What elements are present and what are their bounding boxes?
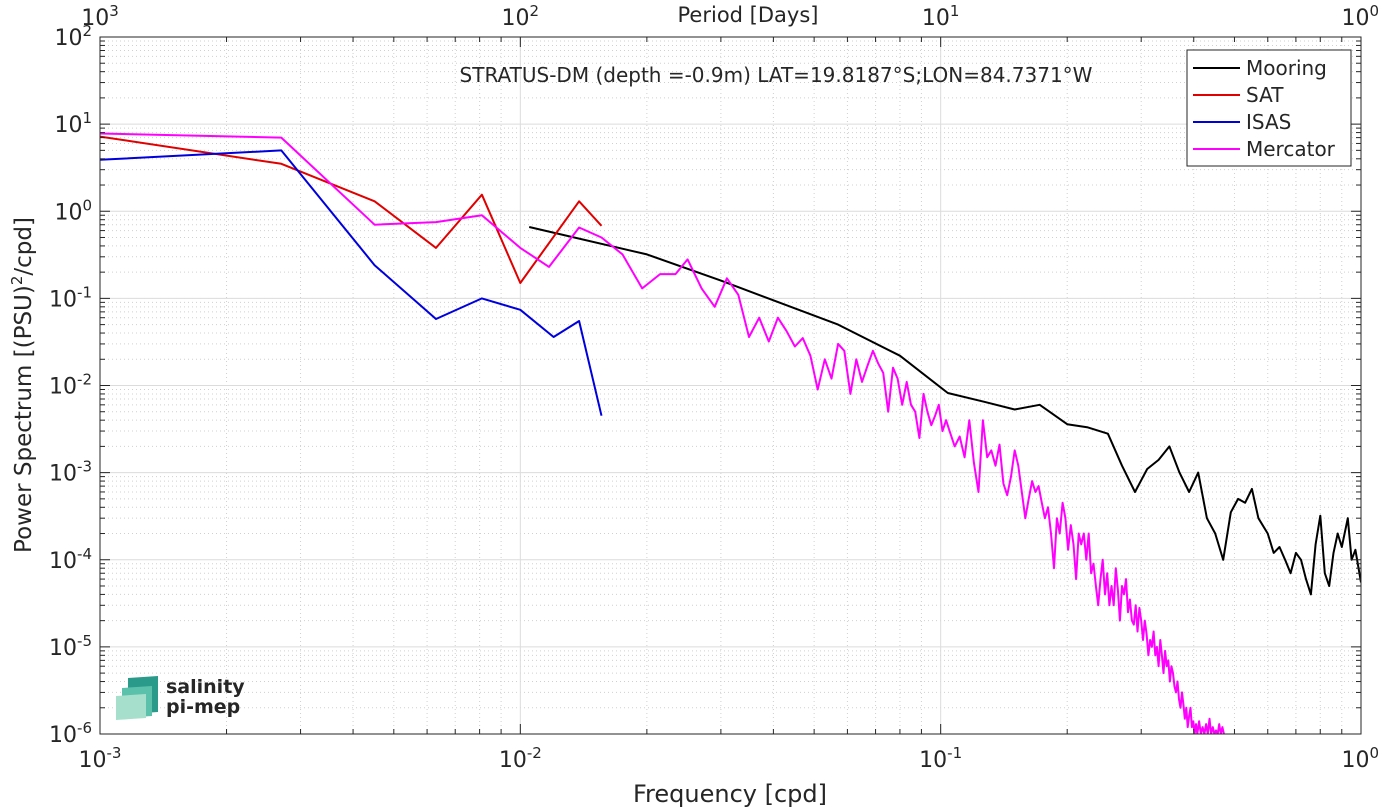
y-tick-label-exponent: -2 bbox=[77, 371, 92, 389]
y-axis-label-main: Power Spectrum [(PSU) bbox=[11, 285, 37, 553]
y-tick-label-exponent: -4 bbox=[77, 545, 92, 563]
x-tick-label-base: 10 bbox=[499, 748, 527, 773]
y-axis-label: Power Spectrum [(PSU)2/cpd] bbox=[8, 217, 37, 553]
top-tick-label-base: 10 bbox=[922, 6, 950, 31]
y-tick-label-base: 10 bbox=[54, 113, 82, 138]
x-axis-label: Frequency [cpd] bbox=[633, 780, 827, 808]
tick-marks bbox=[99, 36, 1362, 735]
y-tick-label-base: 10 bbox=[54, 200, 82, 225]
series-layer bbox=[100, 132, 1361, 734]
y-tick-label-exponent: -3 bbox=[77, 458, 92, 476]
y-tick-label: 101 bbox=[54, 109, 92, 138]
y-tick-label-base: 10 bbox=[49, 287, 77, 312]
series-line-isas bbox=[100, 149, 603, 416]
y-axis-label-tail: /cpd] bbox=[11, 217, 37, 276]
top-tick-label: 100 bbox=[1341, 2, 1379, 31]
y-tick-label-base: 10 bbox=[49, 636, 77, 661]
y-tick-label-base: 10 bbox=[49, 723, 77, 748]
series-line-mooring bbox=[528, 226, 1361, 596]
y-tick-label: 10-5 bbox=[49, 632, 92, 661]
salinity-pi-mep-logo: salinity pi-mep bbox=[116, 676, 245, 720]
chart-title: STRATUS-DM (depth =-0.9m) LAT=19.8187°S;… bbox=[460, 63, 1093, 87]
y-tick-label-exponent: -5 bbox=[77, 632, 92, 650]
top-tick-label: 101 bbox=[922, 2, 960, 31]
series-line-mercator bbox=[100, 132, 1225, 734]
top-tick-label-exponent: 1 bbox=[950, 2, 960, 20]
x-tick-label: 100 bbox=[1341, 744, 1379, 773]
top-tick-label: 103 bbox=[81, 2, 119, 31]
y-tick-label: 10-4 bbox=[49, 545, 92, 574]
x-tick-label-base: 10 bbox=[919, 748, 947, 773]
top-tick-label-exponent: 0 bbox=[1369, 2, 1379, 20]
x-tick-label-base: 10 bbox=[1341, 748, 1369, 773]
x-tick-label-exponent: -3 bbox=[107, 744, 122, 762]
logo-text-salinity: salinity bbox=[166, 676, 245, 698]
y-tick-label-exponent: -1 bbox=[77, 283, 92, 301]
y-tick-label-base: 10 bbox=[49, 549, 77, 574]
y-tick-label: 10-1 bbox=[49, 283, 92, 312]
y-tick-label: 102 bbox=[54, 22, 92, 51]
y-tick-label: 10-6 bbox=[49, 719, 92, 748]
x-tick-label-exponent: -2 bbox=[527, 744, 542, 762]
x-tick-label-exponent: 0 bbox=[1369, 744, 1379, 762]
top-tick-label: 102 bbox=[502, 2, 540, 31]
top-axis-label: Period [Days] bbox=[678, 3, 819, 27]
y-tick-label: 10-2 bbox=[49, 371, 92, 400]
x-tick-label: 10-3 bbox=[79, 744, 122, 773]
y-axis-label-superscript: 2 bbox=[8, 276, 26, 286]
top-tick-label-exponent: 3 bbox=[109, 2, 119, 20]
y-tick-label-base: 10 bbox=[49, 375, 77, 400]
top-tick-label-exponent: 2 bbox=[530, 2, 540, 20]
x-tick-label: 10-1 bbox=[919, 744, 962, 773]
y-tick-label: 100 bbox=[54, 196, 92, 225]
legend-label-mercator: Mercator bbox=[1246, 137, 1336, 161]
top-tick-label-base: 10 bbox=[502, 6, 530, 31]
y-tick-label-exponent: -6 bbox=[77, 719, 92, 737]
bottom-tick-labels: 10-3 10-2 10-1 100 bbox=[79, 744, 1379, 773]
y-tick-label-exponent: 1 bbox=[82, 109, 92, 127]
legend-label-isas: ISAS bbox=[1246, 110, 1291, 134]
logo-mark-icon bbox=[116, 676, 158, 720]
x-tick-label: 10-2 bbox=[499, 744, 542, 773]
y-tick-label: 10-3 bbox=[49, 458, 92, 487]
legend-label-mooring: Mooring bbox=[1246, 56, 1327, 80]
logo-text-pi-mep: pi-mep bbox=[166, 696, 240, 718]
y-tick-label-exponent: 2 bbox=[82, 22, 92, 40]
y-tick-label-exponent: 0 bbox=[82, 196, 92, 214]
legend-label-sat: SAT bbox=[1246, 83, 1284, 107]
top-tick-labels: 103 102 101 100 bbox=[81, 2, 1379, 31]
y-tick-label-base: 10 bbox=[54, 26, 82, 51]
top-tick-label-base: 10 bbox=[81, 6, 109, 31]
top-tick-label-base: 10 bbox=[1341, 6, 1369, 31]
x-tick-label-exponent: -1 bbox=[947, 744, 962, 762]
y-tick-label-base: 10 bbox=[49, 462, 77, 487]
legend: Mooring SAT ISAS Mercator bbox=[1186, 49, 1352, 167]
legend-box bbox=[1186, 49, 1352, 167]
x-tick-label-base: 10 bbox=[79, 748, 107, 773]
